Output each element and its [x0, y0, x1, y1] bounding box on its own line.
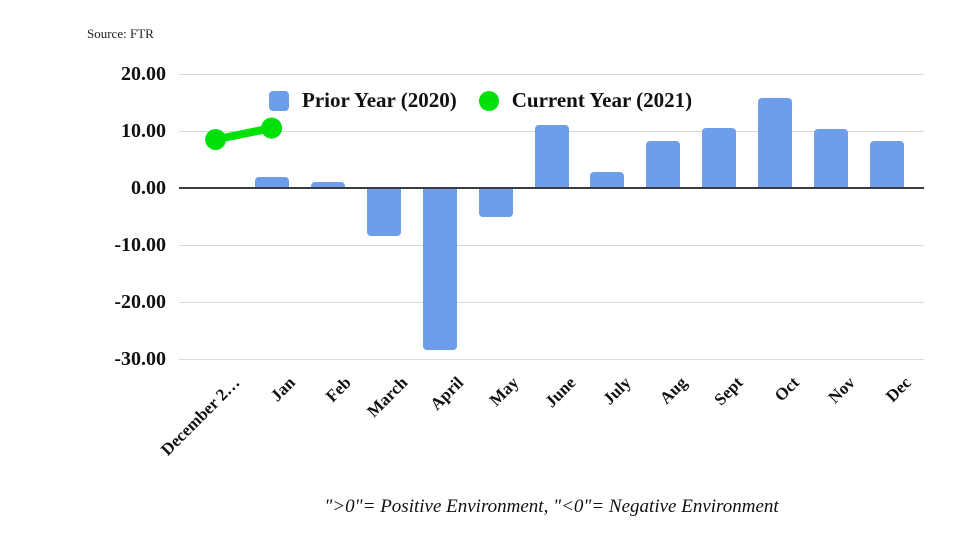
- x-tick-june: June: [540, 373, 579, 412]
- plot-area: Prior Year (2020) Current Year (2021): [179, 73, 924, 360]
- x-tick-dec: Dec: [882, 373, 915, 406]
- bar-june: [534, 125, 569, 188]
- bar-may: [478, 188, 513, 217]
- bar-march: [366, 188, 401, 237]
- y-tick--30.00: -30.00: [114, 348, 166, 370]
- y-tick-0.00: 0.00: [131, 177, 166, 199]
- x-tick-december-2-: December 2…: [156, 373, 244, 460]
- y-tick--20.00: -20.00: [114, 291, 166, 313]
- bar-aug: [646, 140, 681, 188]
- x-tick-aug: Aug: [656, 373, 691, 408]
- current-year-point: [205, 129, 227, 150]
- y-tick-10.00: 10.00: [121, 120, 166, 142]
- legend: Prior Year (2020) Current Year (2021): [269, 88, 692, 113]
- bar-oct: [758, 97, 793, 188]
- y-tick-20.00: 20.00: [121, 63, 166, 85]
- gridline: [179, 73, 924, 75]
- bar-feb: [310, 182, 345, 188]
- prior-year-legend-swatch: [269, 90, 289, 111]
- current-year-legend-dot: [478, 90, 499, 111]
- x-tick-july: July: [599, 373, 635, 409]
- source-note: Source: FTR: [87, 26, 154, 41]
- y-tick--10.00: -10.00: [114, 234, 166, 256]
- bar-nov: [814, 129, 849, 188]
- x-tick-april: April: [426, 373, 467, 414]
- line-series-current-year: [205, 117, 283, 150]
- gridline: [179, 301, 924, 303]
- current-year-legend-label: Current Year (2021): [511, 88, 693, 112]
- gridline: [179, 244, 924, 246]
- bar-jan: [254, 176, 289, 188]
- x-tick-sept: Sept: [710, 373, 747, 410]
- x-tick-nov: Nov: [824, 373, 859, 408]
- prior-year-legend-label: Prior Year (2020): [302, 88, 457, 112]
- bar-dec: [870, 140, 905, 188]
- bar-sept: [702, 128, 737, 188]
- zero-axis-line: [179, 187, 924, 189]
- gridline: [179, 358, 924, 360]
- current-year-point: [261, 117, 283, 139]
- x-tick-march: March: [363, 373, 411, 421]
- x-tick-oct: Oct: [770, 373, 803, 406]
- bar-april: [422, 188, 457, 351]
- bar-july: [590, 172, 625, 188]
- x-tick-may: May: [486, 373, 523, 410]
- caption: ">0"= Positive Environment, "<0"= Negati…: [324, 496, 779, 517]
- x-tick-jan: Jan: [266, 373, 300, 406]
- x-tick-feb: Feb: [322, 373, 356, 406]
